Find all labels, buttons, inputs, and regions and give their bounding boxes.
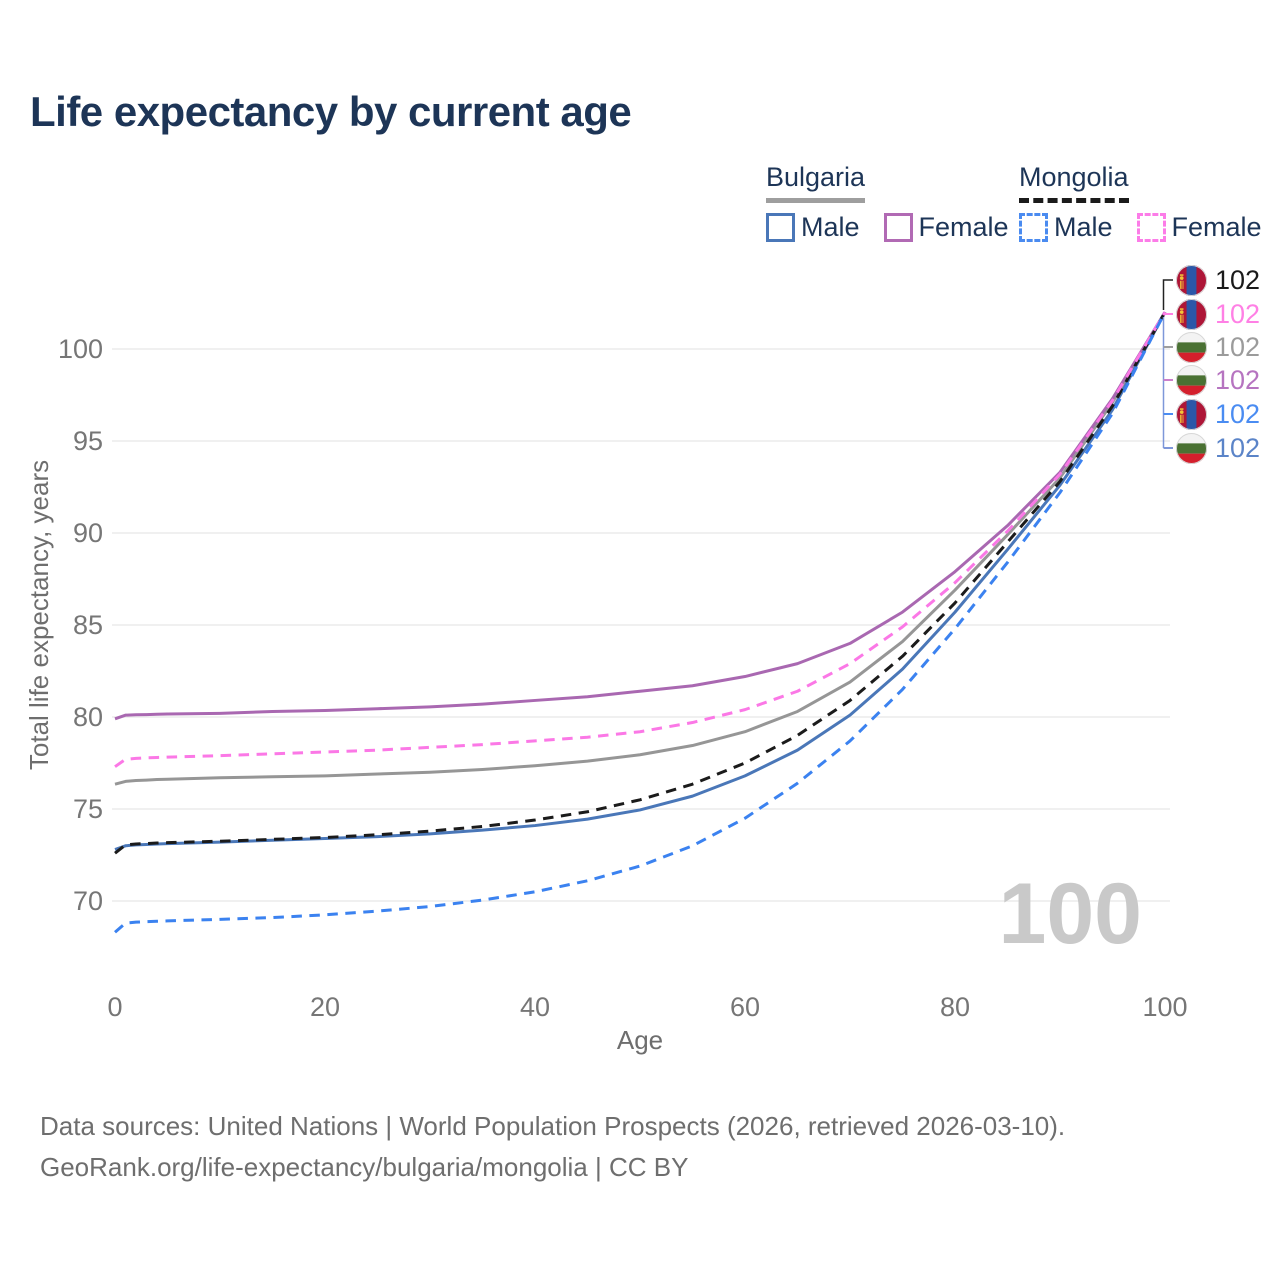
series-line-mongolia-male[interactable] bbox=[114, 311, 1167, 934]
series-line-mongolia-female[interactable] bbox=[114, 311, 1167, 768]
mongolia-male-swatch-icon bbox=[1019, 213, 1048, 242]
x-tick-label: 80 bbox=[940, 992, 970, 1022]
y-tick-label: 70 bbox=[73, 886, 103, 916]
series-line-bulgaria-female[interactable] bbox=[114, 311, 1167, 721]
age-counter-watermark: 100 bbox=[999, 866, 1143, 962]
legend-group-bulgaria: Bulgaria Male Female bbox=[766, 162, 1033, 243]
y-tick-label: 75 bbox=[73, 794, 103, 824]
legend-country-bulgaria[interactable]: Bulgaria bbox=[766, 162, 866, 203]
legend-items-bulgaria: Male Female bbox=[766, 212, 1033, 243]
legend-item-mongolia-female[interactable]: Female bbox=[1136, 212, 1262, 243]
chart-legend: Bulgaria Male Female Mongolia Male bbox=[0, 162, 1280, 242]
y-tick-label: 100 bbox=[58, 334, 103, 364]
y-tick-label: 80 bbox=[73, 702, 103, 732]
legend-label: Male bbox=[801, 212, 860, 242]
x-tick-label: 100 bbox=[1142, 992, 1187, 1022]
x-tick-label: 20 bbox=[310, 992, 340, 1022]
x-tick-label: 40 bbox=[520, 992, 550, 1022]
bulgaria-male-swatch-icon bbox=[766, 213, 795, 242]
x-axis-title: Age bbox=[617, 1025, 663, 1055]
footer-attribution: GeoRank.org/life-expectancy/bulgaria/mon… bbox=[40, 1152, 689, 1182]
end-label-leader-line bbox=[1162, 279, 1173, 310]
legend-label: Male bbox=[1054, 212, 1113, 242]
y-tick-label: 85 bbox=[73, 610, 103, 640]
legend-label: Female bbox=[1171, 212, 1262, 242]
series-line-mongolia[interactable] bbox=[114, 311, 1167, 855]
y-axis-title: Total life expectancy, years bbox=[24, 460, 54, 770]
legend-country-mongolia[interactable]: Mongolia bbox=[1019, 162, 1129, 203]
legend-items-mongolia: Male Female bbox=[1019, 212, 1280, 243]
page-title: Life expectancy by current age bbox=[30, 88, 632, 135]
legend-item-bulgaria-male[interactable]: Male bbox=[766, 212, 860, 243]
chart-footer: Data sources: United Nations | World Pop… bbox=[40, 1106, 1065, 1188]
footer-sources: Data sources: United Nations | World Pop… bbox=[40, 1111, 1066, 1141]
series-line-bulgaria-male[interactable] bbox=[114, 311, 1167, 851]
x-tick-label: 0 bbox=[107, 992, 122, 1022]
bulgaria-female-swatch-icon bbox=[883, 213, 913, 242]
legend-label: Female bbox=[918, 212, 1009, 242]
series-line-bulgaria[interactable] bbox=[114, 311, 1167, 786]
y-tick-label: 95 bbox=[73, 426, 103, 456]
mongolia-female-swatch-icon bbox=[1136, 213, 1166, 242]
x-tick-label: 60 bbox=[730, 992, 760, 1022]
legend-item-bulgaria-female[interactable]: Female bbox=[883, 212, 1009, 243]
legend-item-mongolia-male[interactable]: Male bbox=[1019, 212, 1113, 243]
y-tick-label: 90 bbox=[73, 518, 103, 548]
legend-group-mongolia: Mongolia Male Female bbox=[1019, 162, 1280, 243]
